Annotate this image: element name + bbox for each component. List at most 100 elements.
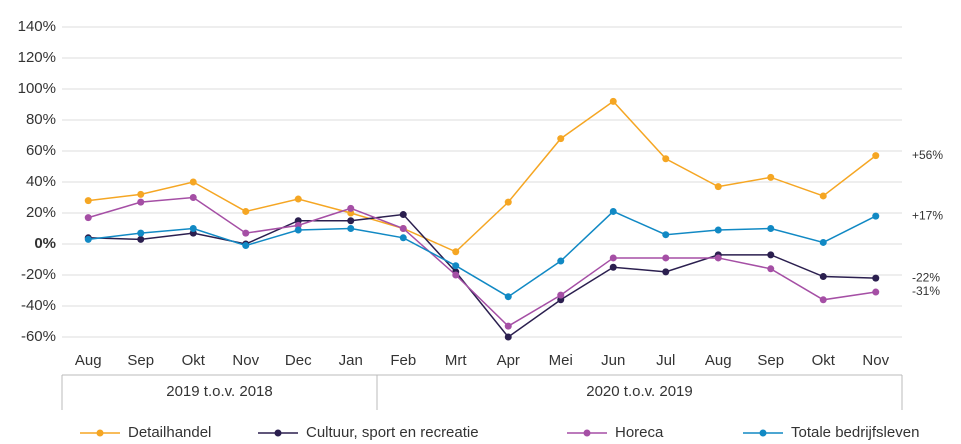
y-tick-label: -40% [21, 297, 56, 314]
x-tick-label: Sep [757, 352, 784, 369]
x-tick-label: Aug [75, 352, 102, 369]
point [767, 225, 775, 232]
point [714, 254, 722, 262]
point [557, 291, 565, 299]
point [504, 198, 512, 206]
legend-dot [759, 429, 767, 437]
point [137, 235, 145, 243]
point [872, 274, 880, 282]
point [609, 97, 617, 105]
legend-label: Horeca [615, 424, 664, 441]
point [84, 197, 92, 205]
point [84, 235, 92, 243]
point [504, 322, 512, 330]
point [609, 207, 617, 215]
x-tick-label: Jul [656, 352, 675, 369]
point [189, 178, 197, 186]
point [662, 268, 670, 276]
point [872, 152, 880, 160]
point [609, 254, 617, 262]
x-tick-label: Aug [705, 352, 732, 369]
y-tick-label: 100% [18, 80, 56, 97]
point [872, 212, 880, 220]
point [452, 262, 460, 270]
legend-dot [274, 429, 282, 437]
x-tick-label: Jun [601, 352, 625, 369]
series-line [88, 210, 877, 298]
legend-dot [583, 429, 591, 437]
point [84, 214, 92, 222]
x-tick-label: Mei [549, 352, 573, 369]
point [819, 238, 827, 246]
point [557, 135, 565, 143]
x-tick-label: Feb [390, 352, 416, 369]
point [662, 231, 670, 239]
x-tick-label: Sep [127, 352, 154, 369]
point [767, 173, 775, 181]
legend-label: Detailhandel [128, 424, 211, 441]
x-tick-label: Dec [285, 352, 312, 369]
y-tick-label: -60% [21, 328, 56, 345]
y-tick-label: 40% [26, 173, 56, 190]
point [294, 195, 302, 203]
point [662, 254, 670, 262]
legend-dot [96, 429, 104, 437]
point [294, 226, 302, 234]
y-tick-label: 60% [26, 142, 56, 159]
point [189, 225, 197, 232]
point [137, 190, 145, 198]
point [609, 263, 617, 271]
point [242, 242, 250, 250]
point [819, 273, 827, 281]
point [347, 225, 355, 232]
point [767, 251, 775, 259]
point [557, 257, 565, 265]
point [452, 248, 460, 256]
point [714, 183, 722, 191]
x-tick-label: Apr [497, 352, 520, 369]
point [189, 194, 197, 201]
x-tick-label: Jan [339, 352, 363, 369]
y-tick-label: 20% [26, 204, 56, 221]
point [819, 296, 827, 304]
series-line [88, 196, 876, 328]
end-label: +56% [912, 148, 943, 162]
point [137, 198, 145, 206]
x-tick-label: Nov [232, 352, 259, 369]
x-tick-label: Okt [182, 352, 206, 369]
point [452, 271, 460, 279]
point [504, 333, 512, 341]
end-label: -31% [912, 284, 940, 298]
point [242, 207, 250, 215]
end-label: +17% [912, 208, 943, 222]
point [714, 226, 722, 234]
point [504, 293, 512, 301]
point [347, 217, 355, 225]
legend-label: Cultuur, sport en recreatie [306, 424, 479, 441]
series-line [88, 100, 877, 253]
point [399, 211, 407, 219]
point [662, 155, 670, 163]
legend-label: Totale bedrijfsleven [791, 424, 919, 441]
y-tick-label: -20% [21, 266, 56, 283]
point [819, 192, 827, 200]
y-tick-label: 0% [34, 235, 56, 252]
point [242, 229, 250, 237]
point [872, 288, 880, 296]
series-line [88, 213, 876, 339]
x-tick-label: Okt [812, 352, 836, 369]
point [347, 204, 355, 212]
point [137, 229, 145, 237]
y-tick-label: 140% [18, 18, 56, 35]
point [399, 234, 407, 242]
x-tick-label: Nov [862, 352, 889, 369]
group-label: 2019 t.o.v. 2018 [166, 383, 272, 400]
y-tick-label: 80% [26, 111, 56, 128]
group-label: 2020 t.o.v. 2019 [586, 383, 692, 400]
point [767, 265, 775, 273]
y-tick-label: 120% [18, 49, 56, 66]
point [399, 225, 407, 232]
end-label: -22% [912, 270, 940, 284]
x-tick-label: Mrt [445, 352, 467, 369]
